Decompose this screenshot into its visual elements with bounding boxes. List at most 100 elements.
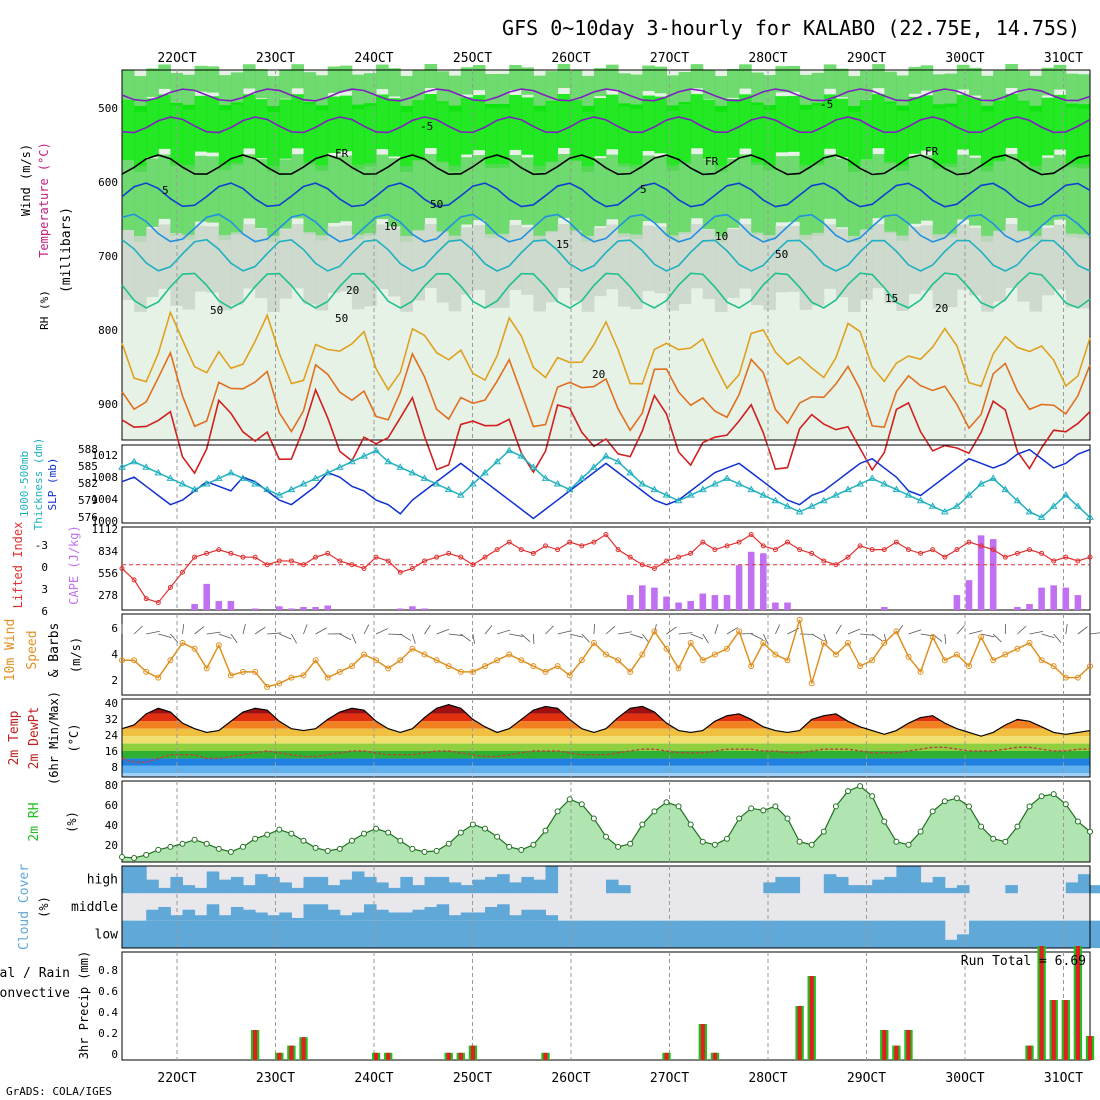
thickness-point bbox=[469, 480, 477, 487]
cape-bar bbox=[251, 608, 259, 610]
li-point bbox=[434, 554, 440, 560]
wind-axis-label: Wind (m/s) bbox=[19, 144, 33, 216]
li-point bbox=[422, 558, 427, 564]
wind-speed-point bbox=[978, 634, 985, 641]
rh-cell bbox=[230, 162, 244, 235]
li-point bbox=[1051, 558, 1057, 564]
rh-cell bbox=[727, 68, 740, 98]
cloud-cell bbox=[932, 920, 946, 948]
rh-cell bbox=[654, 156, 667, 224]
rh-cell bbox=[642, 95, 655, 152]
rh-cell bbox=[690, 224, 704, 289]
thickness-point bbox=[1001, 485, 1010, 493]
rh-cell bbox=[485, 74, 498, 109]
wind-speed-point bbox=[1062, 674, 1069, 681]
rh-cell bbox=[533, 105, 546, 172]
thickness-point bbox=[444, 485, 453, 493]
rh-cell bbox=[993, 100, 1006, 162]
cloud-cell bbox=[436, 920, 450, 948]
wind-barb bbox=[678, 632, 693, 635]
cloud-cell bbox=[206, 904, 220, 921]
isotherm-line bbox=[121, 272, 1091, 309]
rh-point bbox=[554, 808, 561, 815]
wind-barb bbox=[339, 633, 352, 641]
rh-cell bbox=[146, 68, 159, 97]
wind-speed-point bbox=[966, 663, 972, 670]
cloud-cell bbox=[170, 876, 183, 894]
rh-cell bbox=[835, 228, 849, 298]
cloud-cell bbox=[835, 920, 849, 948]
cloud-cell bbox=[182, 920, 196, 948]
cloud-cell bbox=[557, 920, 571, 948]
li-point bbox=[446, 550, 452, 556]
wind-speed-point bbox=[252, 668, 259, 675]
li-point bbox=[409, 566, 415, 571]
dewpt-label: 2m DewPt bbox=[27, 707, 42, 770]
contour-tag: FR bbox=[705, 155, 719, 168]
rh-cell bbox=[884, 71, 897, 104]
rh-cell bbox=[1065, 73, 1079, 108]
panel-frame bbox=[121, 780, 1091, 863]
rh-cell bbox=[1041, 97, 1055, 156]
rh-cell bbox=[267, 165, 280, 242]
temp-tick: 24 bbox=[105, 729, 119, 742]
cloud-cell bbox=[545, 920, 559, 948]
rh-cell bbox=[775, 156, 788, 223]
wind-barb bbox=[811, 633, 823, 641]
cloud-cell bbox=[279, 920, 292, 948]
wind-speed-point bbox=[748, 663, 755, 670]
cloud-cell bbox=[327, 920, 341, 948]
cloud-cell bbox=[364, 920, 377, 948]
rh-cell bbox=[1029, 105, 1043, 172]
rh-cell bbox=[364, 73, 377, 107]
pressure-tick: 500 bbox=[98, 102, 118, 115]
cloud-cell bbox=[908, 866, 922, 894]
thickness-point bbox=[432, 480, 441, 487]
rh-point bbox=[627, 840, 634, 847]
rh-cell bbox=[1041, 157, 1055, 226]
li-point bbox=[276, 558, 282, 564]
cloud-cell bbox=[944, 939, 958, 948]
rh-point bbox=[590, 815, 597, 822]
rh-cell bbox=[956, 224, 970, 290]
top-day-label: 23OCT bbox=[256, 51, 295, 66]
rh-point bbox=[143, 851, 150, 858]
cloud-cell bbox=[533, 909, 546, 921]
wind-speed-point bbox=[711, 651, 718, 658]
li-point bbox=[155, 599, 161, 605]
thickness-tick: 576 bbox=[78, 511, 98, 524]
rh-point bbox=[361, 830, 367, 837]
wind-barb bbox=[484, 625, 493, 635]
top-day-label: 27OCT bbox=[650, 51, 689, 66]
wind-speed-point bbox=[590, 639, 597, 646]
cloud-cell bbox=[279, 882, 292, 894]
thickness-point bbox=[335, 463, 344, 470]
rh-cell bbox=[1077, 74, 1091, 109]
cloud-cell bbox=[460, 920, 474, 948]
thickness-point bbox=[456, 491, 465, 498]
precip-convective-bar bbox=[1075, 946, 1080, 1060]
wind-barb bbox=[242, 624, 246, 635]
contour-tag: 5 bbox=[640, 183, 647, 196]
wind-barb bbox=[412, 633, 416, 644]
rh-point bbox=[699, 838, 706, 845]
cape-bar bbox=[639, 585, 646, 610]
li-point bbox=[1002, 554, 1008, 560]
rh-cell bbox=[545, 71, 559, 103]
wind-speed-point bbox=[554, 663, 561, 670]
rh-cell bbox=[981, 105, 994, 172]
cloud-cell bbox=[279, 912, 292, 921]
li-point bbox=[180, 569, 185, 575]
rh-cell bbox=[932, 104, 946, 169]
cloud-cell bbox=[497, 874, 510, 894]
precip-convective-bar bbox=[277, 1052, 282, 1060]
wind-speed-point bbox=[300, 672, 307, 679]
rh-cell bbox=[969, 97, 982, 156]
rh-cell bbox=[376, 94, 389, 150]
rh-cell bbox=[896, 165, 909, 241]
wind-speed-point bbox=[651, 628, 658, 635]
cape-bar bbox=[1026, 604, 1033, 610]
cloud-cell bbox=[690, 920, 704, 948]
wind-speed-point bbox=[119, 657, 125, 664]
rh-cell bbox=[230, 102, 244, 165]
